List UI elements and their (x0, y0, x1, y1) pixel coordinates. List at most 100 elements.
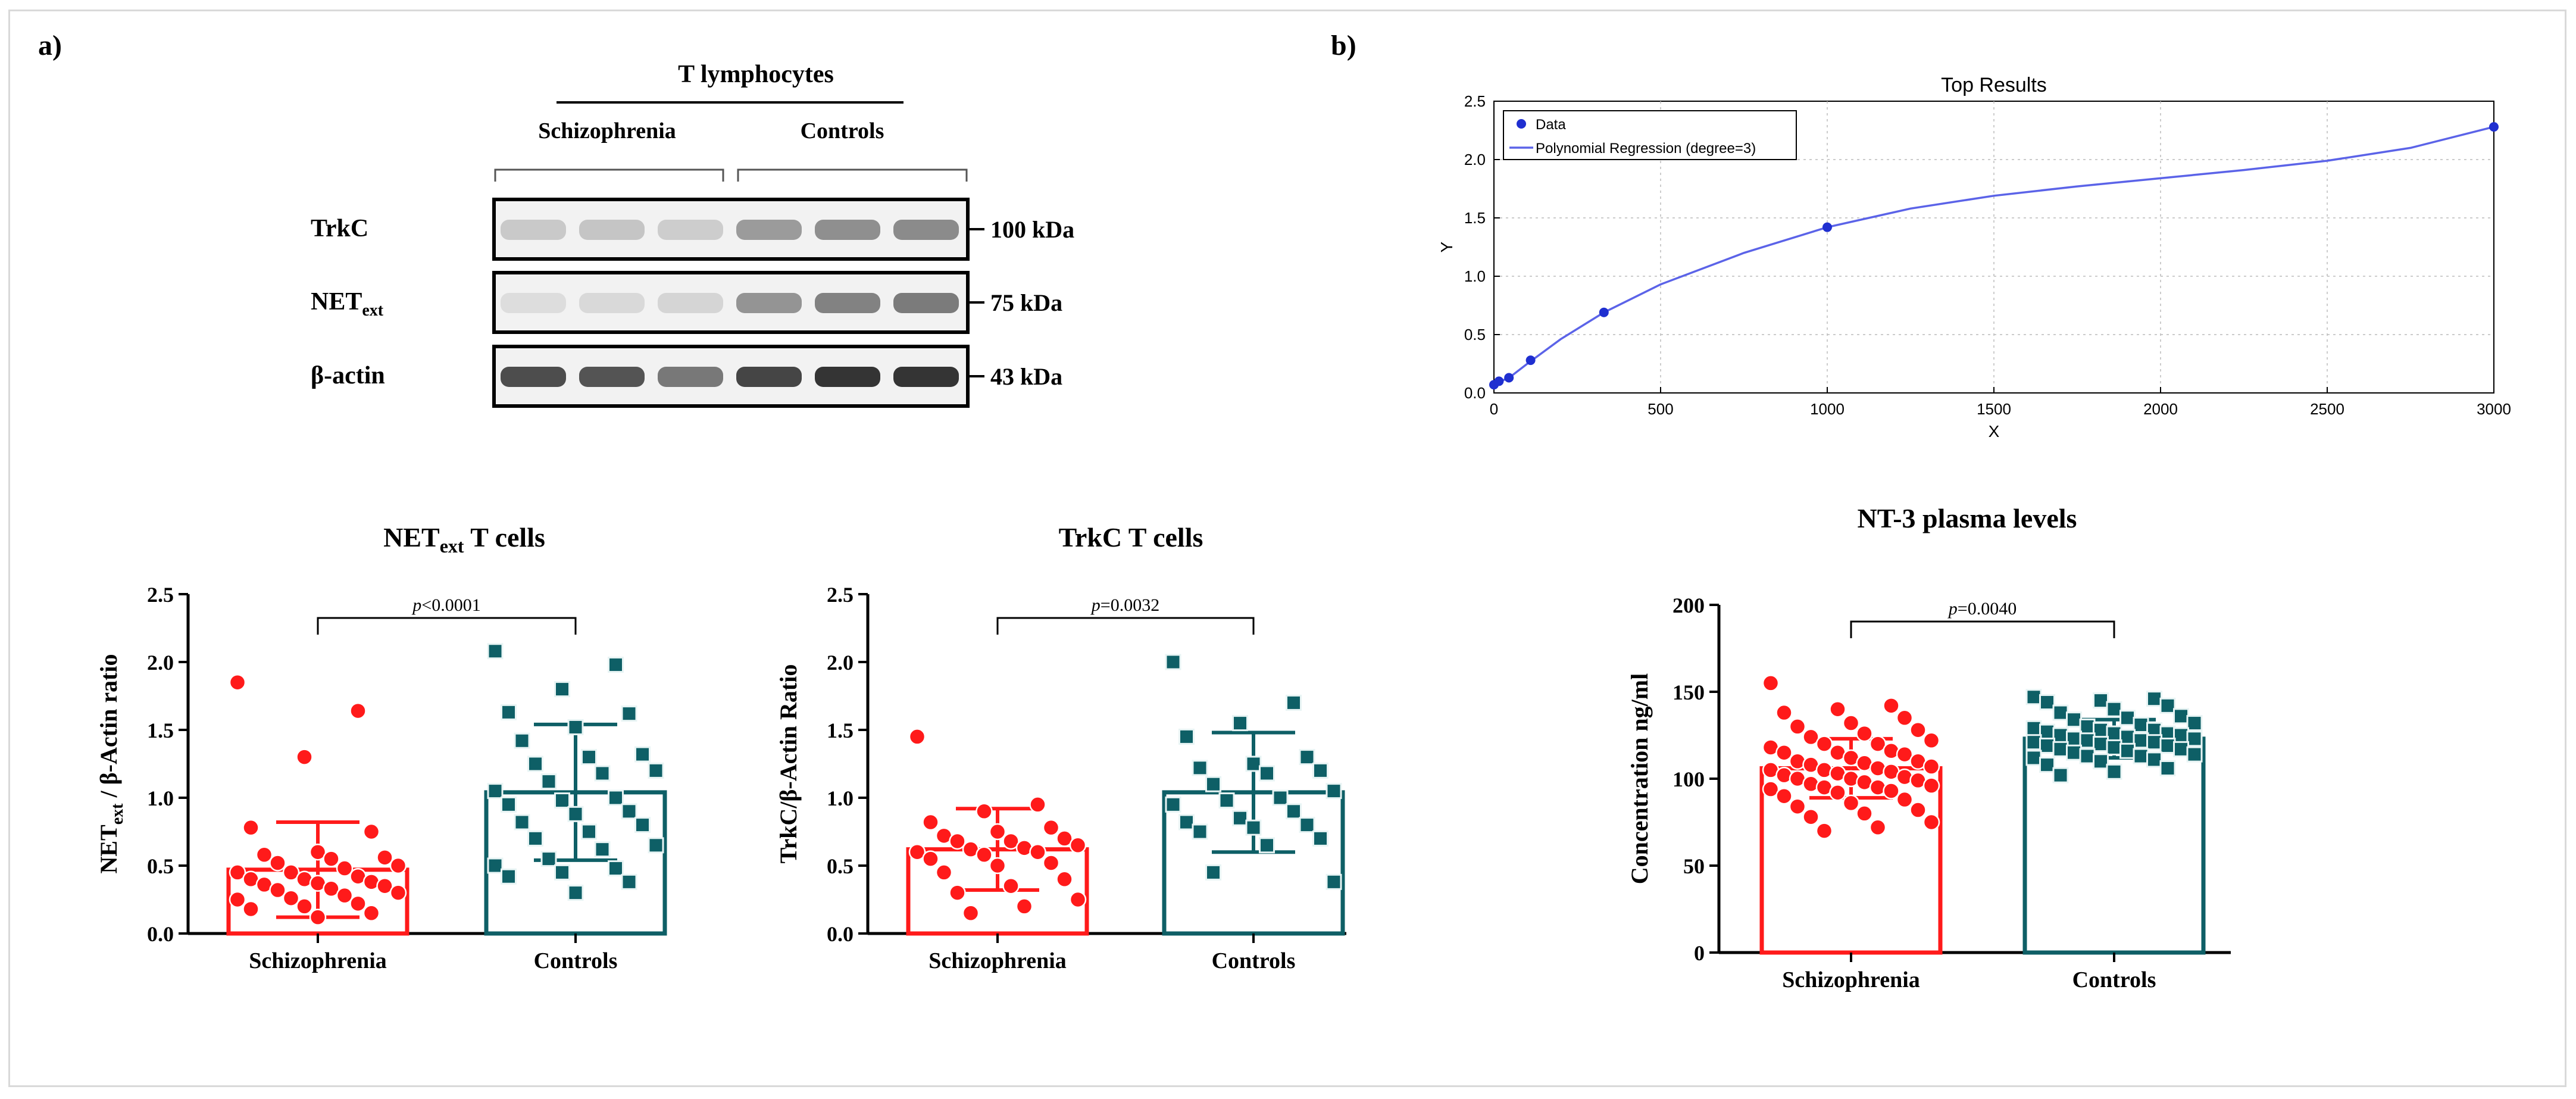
data-point-controls (567, 719, 584, 735)
data-point-schizophrenia (1883, 697, 1900, 714)
wb-band (658, 367, 723, 387)
line-chart-xtick-label: 2000 (2143, 400, 2178, 418)
bar-chart-ytick-label: 0.0 (827, 922, 854, 946)
data-point-schizophrenia (1029, 843, 1046, 861)
data-point-schizophrenia (989, 823, 1006, 841)
line-chart-data-point (1525, 355, 1536, 366)
data-point-controls (1178, 728, 1195, 745)
data-point-controls (2052, 704, 2069, 721)
data-point-schizophrenia (976, 846, 993, 864)
bar-chart-category-label: Schizophrenia (249, 948, 387, 973)
wb-band (579, 367, 645, 387)
data-point-schizophrenia (949, 884, 966, 901)
line-chart-ytick-label: 2.5 (1464, 92, 1486, 110)
data-point-controls (1192, 760, 1208, 776)
data-point-schizophrenia (296, 748, 313, 766)
bar-chart-ytick-label: 2.5 (147, 583, 174, 607)
wb-mw-label: 75 kDa (990, 289, 1062, 316)
data-point-controls (2133, 748, 2149, 764)
data-point-schizophrenia (349, 895, 367, 913)
data-point-schizophrenia (269, 854, 286, 872)
wb-bracket-controls (737, 168, 968, 182)
data-point-schizophrenia (269, 881, 286, 899)
wb-mw-label: 43 kDa (990, 363, 1062, 390)
p-value-label: p<0.0001 (411, 595, 480, 615)
wb-row-label: NEText (311, 288, 384, 320)
data-point-controls (567, 805, 584, 822)
data-point-controls (501, 796, 517, 813)
data-point-controls (634, 746, 651, 763)
data-point-controls (567, 885, 584, 901)
data-point-controls (1312, 762, 1328, 779)
line-chart-title: Top Results (1941, 74, 2047, 96)
data-point-controls (1299, 817, 1315, 833)
figure-frame (8, 10, 2566, 1087)
data-point-controls (2025, 734, 2042, 751)
wb-band (579, 293, 645, 313)
western-blot: T lymphocytes Schizophrenia Controls Trk… (311, 61, 1074, 408)
data-point-schizophrenia (1856, 805, 1873, 822)
data-point-controls (2186, 730, 2203, 747)
data-point-controls (1325, 873, 1342, 890)
bar-chart-category-label: Controls (2072, 967, 2156, 992)
data-point-controls (1218, 792, 1235, 809)
data-point-schizophrenia (1802, 728, 1820, 746)
data-point-controls (540, 773, 557, 790)
data-point-schizophrenia (1922, 813, 1940, 831)
line-chart-ytick-label: 0.0 (1464, 384, 1486, 402)
line-chart-data-point (2489, 122, 2499, 132)
bar-chart-ylabel: NEText / β-Actin ratio (95, 654, 127, 873)
data-point-controls (2106, 739, 2122, 755)
data-point-schizophrenia (1056, 870, 1073, 888)
data-point-schizophrenia (1909, 721, 1927, 739)
data-point-controls (2039, 723, 2055, 740)
data-point-controls (581, 749, 597, 766)
line-chart-xtick-label: 0 (1490, 400, 1498, 418)
data-point-controls (2173, 708, 2189, 725)
data-point-schizophrenia (1856, 725, 1873, 742)
data-point-schizophrenia (1842, 794, 1860, 812)
data-point-schizophrenia (922, 850, 939, 867)
data-point-schizophrenia (1002, 877, 1020, 895)
data-point-controls (2119, 710, 2136, 726)
wb-row-label: β-actin (311, 362, 385, 389)
wb-band (815, 220, 880, 240)
data-point-schizophrenia (336, 886, 354, 904)
data-point-controls (1259, 837, 1275, 854)
data-point-controls (2066, 730, 2082, 747)
p-value-symbol: p (1947, 599, 1958, 619)
data-point-controls (621, 873, 637, 890)
data-point-controls (621, 803, 637, 820)
data-point-controls (554, 792, 570, 809)
p-value-label: p=0.0040 (1947, 599, 2017, 619)
data-point-schizophrenia (309, 908, 327, 926)
data-point-schizophrenia (229, 673, 246, 691)
data-point-controls (2052, 727, 2069, 744)
data-point-controls (1325, 783, 1342, 800)
bar-chart-ytick-label: 2.0 (827, 651, 854, 675)
data-point-controls (608, 860, 624, 877)
wb-row-label-sub: ext (362, 301, 383, 320)
significance-bracket (996, 617, 1255, 635)
bar-chart-category-label: Controls (534, 948, 618, 973)
bar-chart-ylabel: TrkC/β-Actin Ratio (775, 664, 802, 864)
data-point-controls (2106, 725, 2122, 742)
wb-band (658, 293, 723, 313)
bar-chart-category-label: Controls (1212, 948, 1296, 973)
bar-chart-ytick-label: 50 (1683, 854, 1705, 878)
data-point-controls (2093, 736, 2109, 753)
data-point-schizophrenia (1762, 780, 1780, 798)
data-point-controls (487, 643, 504, 660)
data-point-controls (554, 864, 570, 881)
data-point-controls (2159, 760, 2176, 776)
data-point-controls (608, 657, 624, 673)
data-point-controls (1245, 819, 1262, 836)
data-point-controls (2039, 694, 2055, 711)
data-point-schizophrenia (255, 846, 273, 864)
data-point-schizophrenia (229, 864, 246, 881)
data-point-controls (487, 783, 504, 800)
data-point-schizophrenia (1922, 732, 1940, 750)
data-point-controls (2066, 744, 2082, 761)
data-point-controls (514, 814, 530, 831)
